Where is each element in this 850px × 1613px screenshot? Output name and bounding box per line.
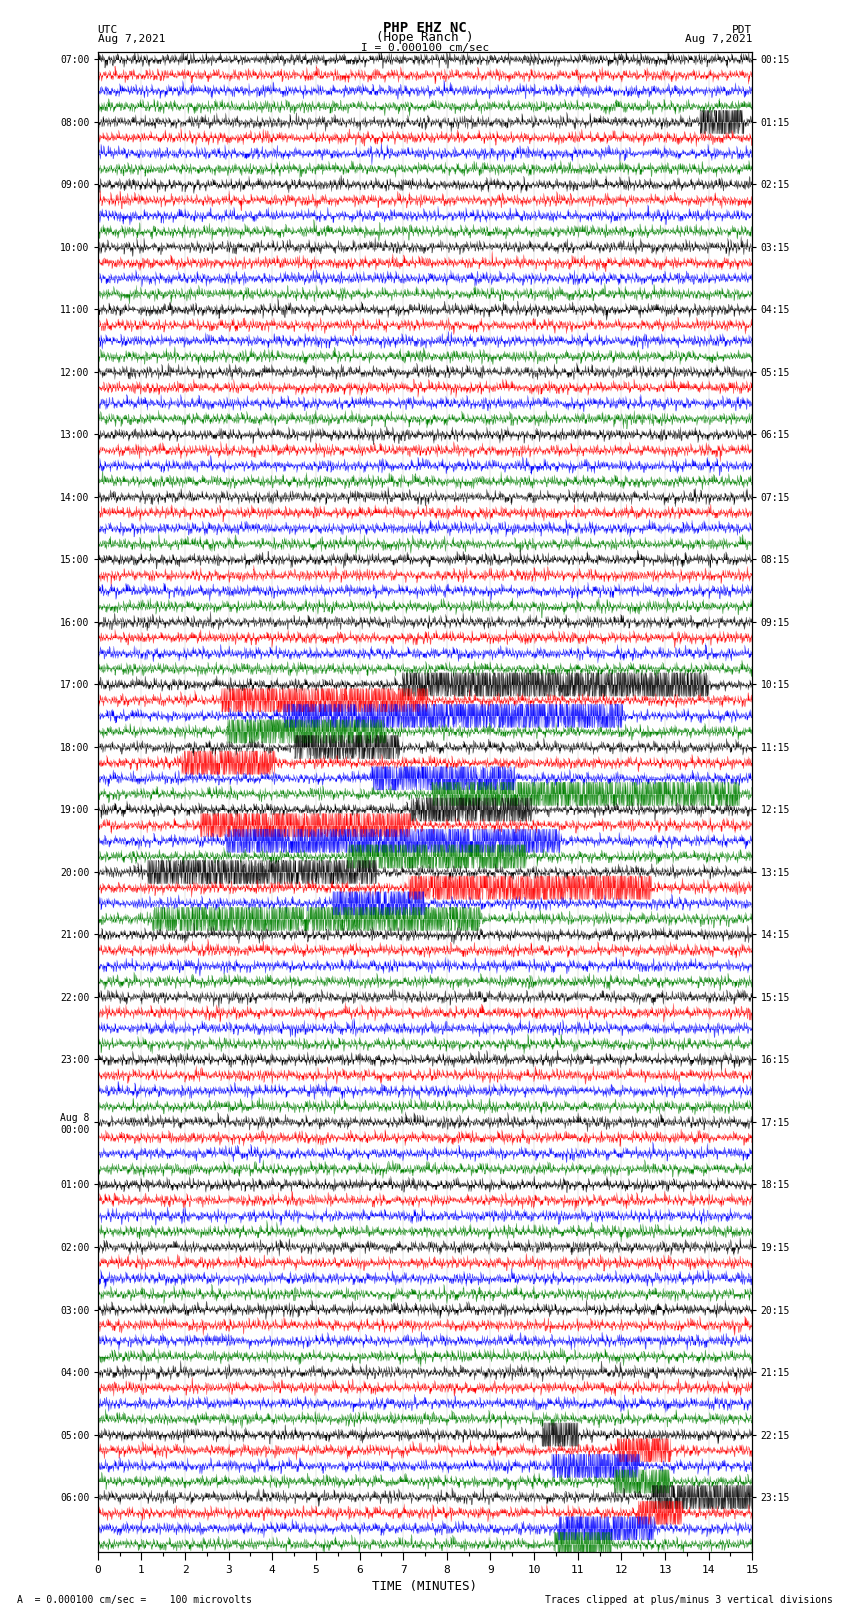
Text: UTC: UTC xyxy=(98,24,118,35)
Text: Aug 7,2021: Aug 7,2021 xyxy=(98,34,165,44)
Text: (Hope Ranch ): (Hope Ranch ) xyxy=(377,31,473,44)
X-axis label: TIME (MINUTES): TIME (MINUTES) xyxy=(372,1581,478,1594)
Text: Aug 7,2021: Aug 7,2021 xyxy=(685,34,752,44)
Text: PHP EHZ NC: PHP EHZ NC xyxy=(383,21,467,35)
Text: Traces clipped at plus/minus 3 vertical divisions: Traces clipped at plus/minus 3 vertical … xyxy=(545,1595,833,1605)
Text: I = 0.000100 cm/sec: I = 0.000100 cm/sec xyxy=(361,44,489,53)
Text: PDT: PDT xyxy=(732,24,752,35)
Text: A  = 0.000100 cm/sec =    100 microvolts: A = 0.000100 cm/sec = 100 microvolts xyxy=(17,1595,252,1605)
